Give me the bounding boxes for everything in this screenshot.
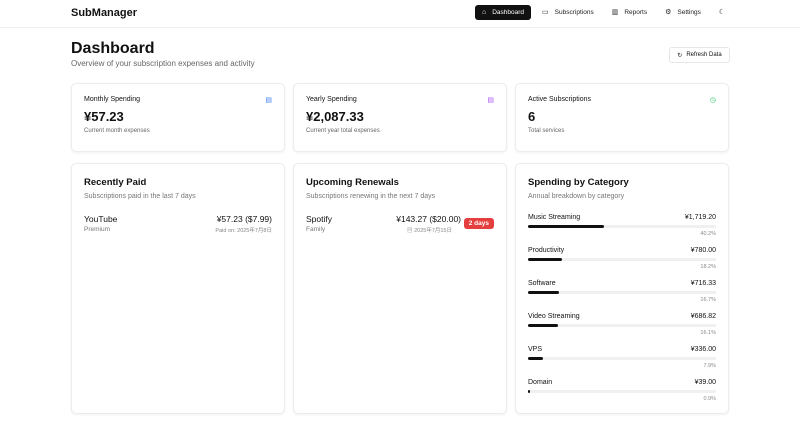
category-progress-fill [528,324,559,327]
category-progress-bar [528,291,716,294]
nav-dashboard[interactable]: ⌂ Dashboard [475,5,532,20]
page-title: Dashboard [71,40,155,57]
item-amount: ¥143.27 ($20.00) [396,214,461,224]
spending-by-category-card: Spending by Category Annual breakdown by… [515,163,729,414]
refresh-data-button[interactable]: ↻ Refresh Data [669,47,730,63]
category-progress-fill [528,390,530,393]
category-name: Music Streaming [528,214,581,221]
category-name: Software [528,280,556,287]
category-progress-fill [528,225,604,228]
category-value: ¥39.00 [694,379,716,386]
category-name: Productivity [528,247,565,254]
home-icon: ⌂ [482,9,487,16]
card-title: Spending by Category [528,177,629,188]
category-row: Productivity ¥780.00 18.2% [528,247,716,277]
gear-icon: ⚙ [665,9,672,16]
category-name: VPS [528,346,543,353]
top-nav-bar: SubManager ⌂ Dashboard ▭ Subscriptions ▥ Re… [0,0,800,28]
stat-value: ¥2,087.33 [306,109,364,124]
main-nav: ⌂ Dashboard ▭ Subscriptions ▥ Reports ⚙ Sett… [475,5,732,20]
item-amount: ¥57.23 ($7.99) [216,214,272,224]
category-row: Music Streaming ¥1,719.20 40.2% [528,214,716,244]
page-subtitle: Overview of your subscription expenses a… [71,59,255,68]
category-percent: 16.7% [700,297,716,303]
category-name: Video Streaming [528,313,580,320]
card-description: Annual breakdown by category [528,193,625,200]
card-title: Recently Paid [84,177,147,188]
credit-card-icon: ▭ [542,9,549,16]
brand-logo[interactable]: SubManager [71,7,138,19]
category-progress-fill [528,258,563,261]
stat-label: Monthly Spending [84,96,141,103]
item-date: 2025年7月15日 [414,228,452,234]
card-description: Subscriptions paid in the last 7 days [84,193,196,200]
category-name: Domain [528,379,553,386]
item-name: YouTube [84,214,118,224]
category-progress-fill [528,357,543,360]
category-percent: 7.9% [703,363,716,369]
item-date: Paid on: 2025年7月8日 [215,228,272,234]
category-percent: 16.1% [700,330,716,336]
card-title: Upcoming Renewals [306,177,399,188]
category-row: VPS ¥336.00 7.9% [528,346,716,376]
nav-settings[interactable]: ⚙ Settings [658,5,708,20]
refresh-icon: ↻ [677,52,683,59]
category-progress-bar [528,390,716,393]
item-plan: Family [306,226,326,233]
upcoming-renewals-card: Upcoming Renewals Subscriptions renewing… [293,163,507,414]
category-row: Software ¥716.33 16.7% [528,280,716,310]
nav-subscriptions[interactable]: ▭ Subscriptions [535,5,601,20]
category-row: Domain ¥39.00 0.9% [528,379,716,409]
category-progress-bar [528,225,716,228]
stat-value: ¥57.23 [84,109,124,124]
stat-card-monthly: Monthly Spending ▤ ¥57.23 Current month … [71,83,285,152]
category-value: ¥716.33 [690,280,716,287]
stat-note: Current year total expenses [306,128,380,134]
nav-label: Dashboard [492,9,525,16]
category-value: ¥1,719.20 [684,214,716,221]
nav-label: Subscriptions [554,9,594,16]
theme-toggle-button[interactable]: ☾ [712,5,732,20]
calendar-icon: ▤ [487,97,494,104]
category-progress-bar [528,258,716,261]
stat-label: Active Subscriptions [528,96,592,103]
category-progress-fill [528,291,560,294]
nav-label: Reports [624,9,648,16]
stat-card-active: Active Subscriptions ◷ 6 Total services [515,83,729,152]
stat-note: Total services [528,128,565,134]
refresh-label: Refresh Data [686,52,722,58]
stat-value: 6 [528,109,536,124]
category-row: Video Streaming ¥686.82 16.1% [528,313,716,343]
moon-icon: ☾ [718,9,726,16]
stat-card-yearly: Yearly Spending ▤ ¥2,087.33 Current year… [293,83,507,152]
item-name: Spotify [306,214,332,224]
stat-note: Current month expenses [84,128,150,134]
nav-reports[interactable]: ▥ Reports [605,5,654,20]
card-description: Subscriptions renewing in the next 7 day… [306,193,436,200]
category-value: ¥686.82 [690,313,716,320]
category-progress-bar [528,357,716,360]
clock-icon: ◷ [709,97,716,104]
days-badge: 2 days [463,218,494,229]
nav-label: Settings [677,9,701,16]
item-plan: Premium [84,226,111,233]
category-percent: 18.2% [700,264,716,270]
bar-chart-icon: ▥ [611,9,619,16]
category-percent: 40.2% [700,231,716,237]
stat-label: Yearly Spending [306,96,357,103]
list-item[interactable]: YouTube Premium ¥57.23 ($7.99) Paid on: … [84,214,272,236]
list-item[interactable]: Spotify Family ¥143.27 ($20.00) ▤ 2025年7… [306,214,494,236]
recently-paid-card: Recently Paid Subscriptions paid in the … [71,163,285,414]
category-value: ¥780.00 [690,247,716,254]
category-progress-bar [528,324,716,327]
category-value: ¥336.00 [690,346,716,353]
calendar-icon: ▤ [265,97,272,104]
calendar-icon: ▤ [407,228,415,234]
category-percent: 0.9% [703,396,716,402]
